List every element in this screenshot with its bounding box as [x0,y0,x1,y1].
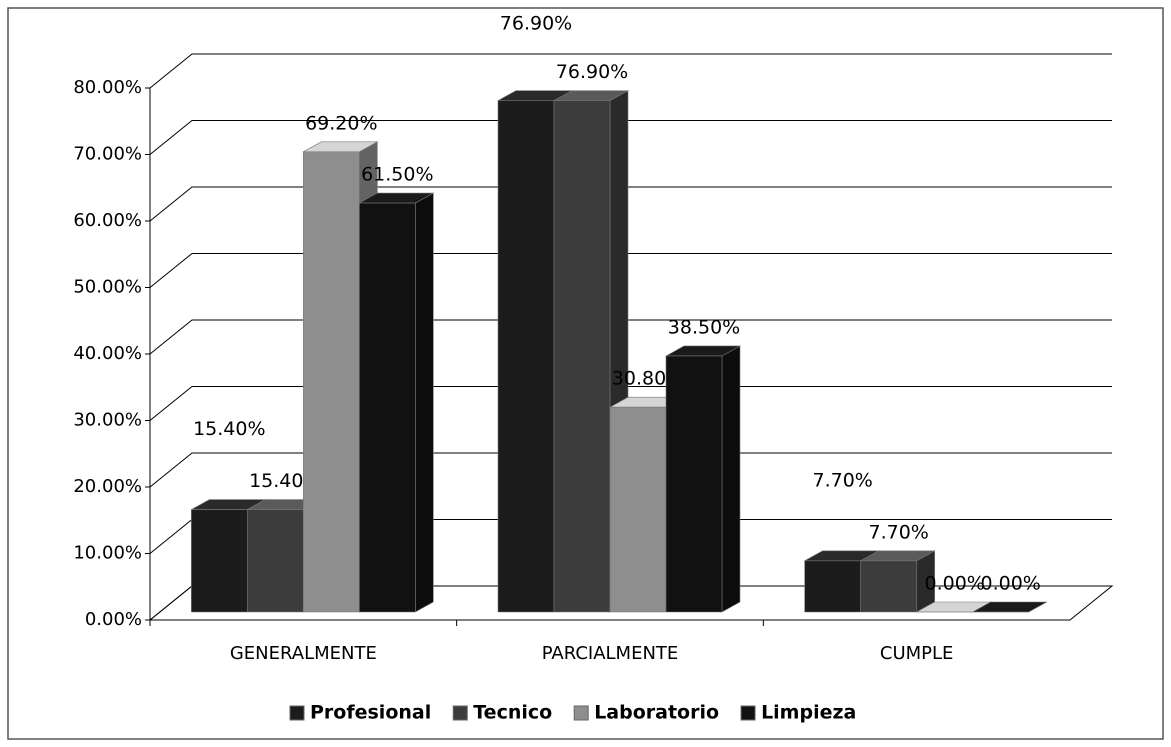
data-label: 0.00% [924,573,984,595]
data-label: 7.70% [868,521,928,543]
legend-swatch [740,705,756,721]
grid-line [149,53,1112,89]
legend-label: Laboratorio [594,702,719,724]
legend-swatch [452,705,468,721]
grid-line [149,386,1112,421]
bar-front [303,151,360,613]
bar [358,192,435,613]
y-tick-label: 10.00% [73,543,142,564]
legend-label: Profesional [310,702,431,724]
legend-swatch [573,705,589,721]
y-tick-label: 50.00% [73,277,142,298]
data-label: 76.90% [500,13,572,35]
y-tick-label: 30.00% [73,410,142,431]
bar-side [721,345,741,613]
data-label: 0.00% [980,573,1040,595]
bar-front [359,202,416,613]
bar-front [553,100,611,613]
legend-label: Tecnico [473,702,552,724]
y-tick-label: 0.00% [85,609,142,630]
bar-side [415,192,434,613]
grid-line [149,120,1112,155]
bar-front [497,100,555,613]
legend-swatch [289,705,305,721]
grid-line [149,452,1112,488]
y-tick-label: 80.00% [73,77,142,98]
x-tick-label: CUMPLE [880,643,954,664]
legend-label: Limpieza [761,702,856,724]
bar-front [665,355,723,613]
x-tick-label: PARCIALMENTE [542,643,679,664]
x-tick-label: GENERALMENTE [230,643,377,664]
bar-front [804,560,861,613]
data-label: 69.20% [305,112,377,134]
bar-front [191,509,248,613]
data-label: 38.50% [668,316,740,338]
bar-front [860,560,917,613]
bar-front [247,509,304,613]
bar-front [609,406,667,613]
data-label: 15.40% [193,418,265,440]
data-label: 76.90% [556,61,628,83]
data-label: 61.50% [361,164,433,186]
bar [859,550,936,613]
grid-line [149,253,1112,288]
data-label: 7.70% [812,469,872,491]
grid-line [149,319,1112,355]
y-tick-label: 60.00% [73,210,142,231]
y-tick-label: 20.00% [73,476,142,497]
grid-line [149,186,1112,222]
bar [971,601,1048,613]
y-tick-label: 70.00% [73,144,142,165]
y-tick-label: 40.00% [73,343,142,364]
bar [664,345,742,613]
